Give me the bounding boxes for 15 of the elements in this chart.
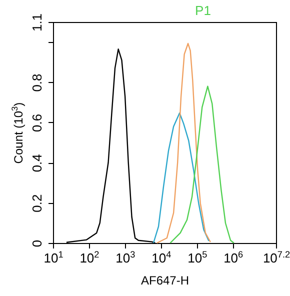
y-tick-label: 0.4 [30,154,44,172]
x-axis-title: AF647-H [140,274,190,288]
y-tick-label: 0 [30,240,44,248]
y-tick-label: 1.1 [30,13,44,32]
text: P1 [195,3,211,18]
y-tick-label: 0.6 [30,114,44,132]
x-tick-label: 10$^{1}$ [44,250,64,266]
x-tick-label: 10$^{2}$ [80,250,100,266]
y-tick-label: 0.8 [30,74,44,92]
x-tick-label: 10$^{4}$ [152,250,172,266]
x-tick-label: 10$^{7.2}$ [262,250,290,266]
y-tick-label: 0.2 [30,194,44,212]
x-tick-label: 10$^{5}$ [188,250,208,266]
x-tick-label: 10$^{6}$ [224,250,244,266]
x-tick-label: 10$^{3}$ [116,250,136,266]
